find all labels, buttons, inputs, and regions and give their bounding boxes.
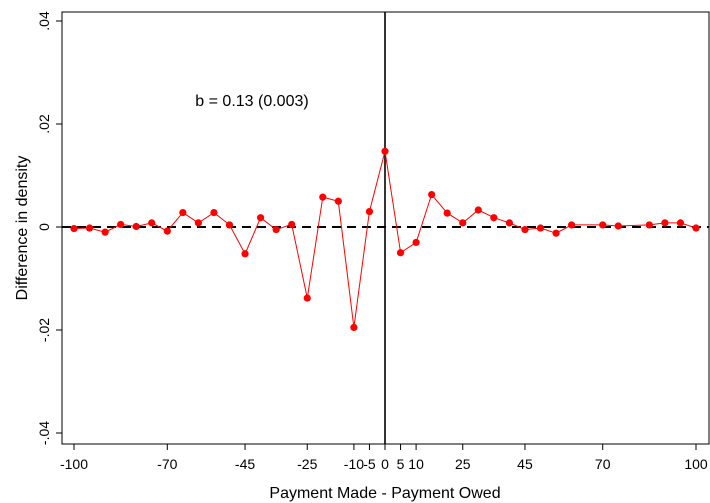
annotation-label: b = 0.13 (0.003) <box>195 93 308 110</box>
data-point <box>117 220 125 229</box>
data-point <box>303 294 311 302</box>
y-tick-label: .02 <box>36 114 52 134</box>
data-point <box>70 224 78 233</box>
data-point <box>101 228 109 236</box>
x-tick-label: -25 <box>297 456 317 472</box>
data-point <box>614 222 622 230</box>
x-tick-label: 0 <box>381 456 389 472</box>
x-axis: -100 -70 -45 -25 -10 -5 0 5 10 25 45 70 100 <box>60 444 708 472</box>
data-point <box>350 323 358 332</box>
data-point <box>225 221 234 229</box>
data-point <box>521 225 529 234</box>
data-point <box>474 206 482 214</box>
data-point <box>272 225 280 234</box>
y-tick-label: 0 <box>36 223 52 231</box>
data-point <box>443 209 451 217</box>
y-tick-label: -.04 <box>36 421 52 445</box>
data-point <box>85 224 94 232</box>
y-tick-label: .04 <box>36 11 52 31</box>
x-tick-label: 100 <box>684 456 708 472</box>
data-point <box>319 193 327 201</box>
x-tick-label: 25 <box>455 456 471 472</box>
data-point <box>490 214 498 222</box>
x-tick-label: 5 <box>397 456 405 472</box>
data-point <box>645 221 653 229</box>
data-point <box>210 208 218 217</box>
data-point <box>536 224 545 232</box>
data-point <box>163 227 171 235</box>
x-tick-label: -100 <box>60 456 88 472</box>
x-axis-label: Payment Made - Payment Owed <box>269 485 500 502</box>
x-tick-label: 70 <box>595 456 611 472</box>
data-point <box>676 219 685 227</box>
data-point <box>568 221 576 229</box>
data-point <box>288 220 296 229</box>
data-point <box>661 219 669 227</box>
data-point <box>459 219 467 227</box>
data-point <box>365 207 374 216</box>
x-tick-label: 10 <box>408 456 424 472</box>
data-point <box>505 219 513 227</box>
data-point <box>381 147 389 155</box>
x-tick-label: -5 <box>363 456 376 472</box>
data-point <box>257 214 265 222</box>
series-points <box>70 147 700 332</box>
data-point <box>194 219 202 227</box>
y-axis: -.04 -.02 0 .02 .04 <box>36 11 62 445</box>
x-tick-label: -45 <box>235 456 255 472</box>
data-point <box>428 190 436 199</box>
reference-lines <box>62 12 709 444</box>
x-tick-label: -70 <box>157 456 177 472</box>
x-tick-label: 45 <box>517 456 533 472</box>
data-point <box>412 238 420 247</box>
data-point <box>552 229 560 237</box>
data-point <box>599 221 607 229</box>
data-point <box>241 250 249 258</box>
data-point <box>132 222 140 231</box>
data-point <box>396 249 405 257</box>
y-axis-label: Difference in density <box>14 156 31 301</box>
data-point <box>179 208 187 217</box>
data-point <box>692 224 700 232</box>
data-point <box>334 197 342 205</box>
data-point <box>148 219 156 227</box>
y-tick-label: -.02 <box>36 318 52 342</box>
x-tick-label: -10 <box>344 456 364 472</box>
